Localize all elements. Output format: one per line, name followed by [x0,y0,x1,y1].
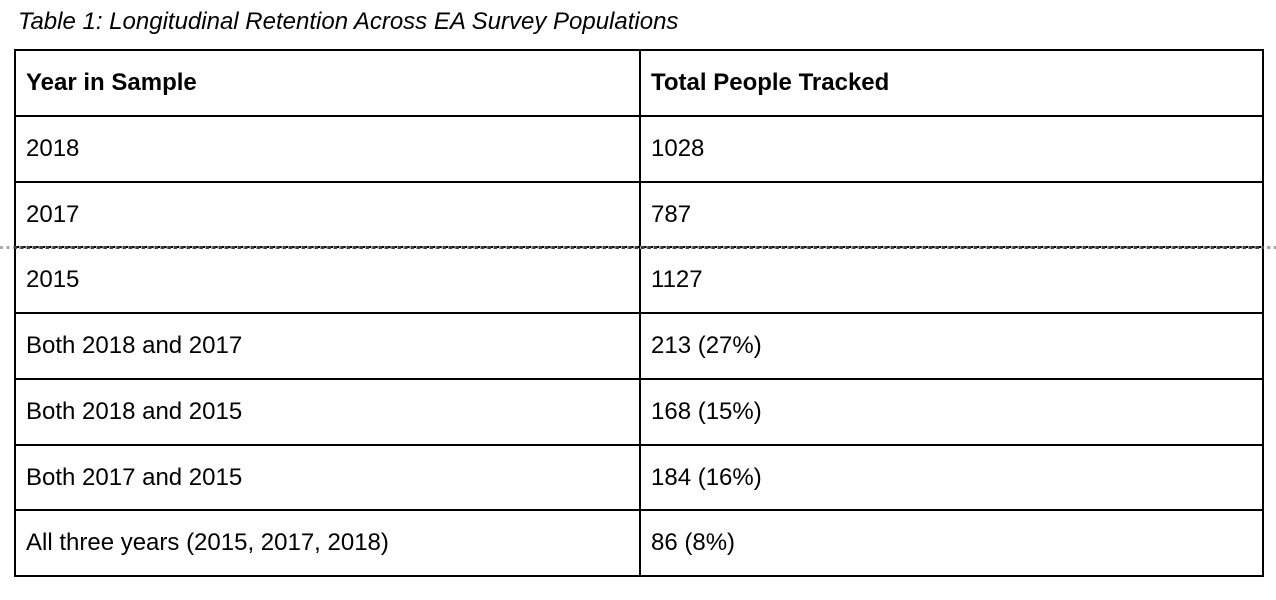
year-cell: 2015 [16,248,641,312]
value-cell: 213 (27%) [651,332,762,360]
year-cell: Both 2018 and 2015 [16,379,641,444]
value-cell: 787 [651,200,692,228]
table-row-both-2018-2017: Both 2018 and 2017 213 (27%) [16,314,1262,380]
table-row-both-2018-2015: Both 2018 and 2015 168 (15%) [16,379,1262,446]
year-cell: Both 2017 and 2015 [16,445,641,510]
table-row-2018: 2018 1028 [16,116,1262,183]
table-caption: Table 1: Longitudinal Retention Across E… [18,8,679,35]
header-total-people-tracked: Total People Tracked [651,69,890,97]
header-year-in-sample: Year in Sample [16,51,641,115]
table-row-both-2017-2015: Both 2017 and 2015 184 (16%) [16,445,1262,512]
year-cell: Both 2018 and 2017 [16,314,641,378]
retention-table: Year in Sample Total People Tracked 2018… [14,49,1264,577]
table-row-2017: 2017 787 [16,182,1262,249]
year-cell: 2018 [16,116,641,181]
table-row-all-three-years: All three years (2015, 2017, 2018) 86 (8… [16,511,1262,575]
value-cell: 1028 [651,134,705,162]
value-cell: 184 (16%) [651,463,762,491]
year-cell: All three years (2015, 2017, 2018) [16,511,641,575]
table-header-row: Year in Sample Total People Tracked [16,51,1262,117]
value-cell: 1127 [651,266,703,294]
year-cell: 2017 [16,182,641,247]
value-cell: 168 (15%) [651,397,762,425]
value-cell: 86 (8%) [651,529,736,557]
table-row-2015: 2015 1127 [16,248,1262,314]
